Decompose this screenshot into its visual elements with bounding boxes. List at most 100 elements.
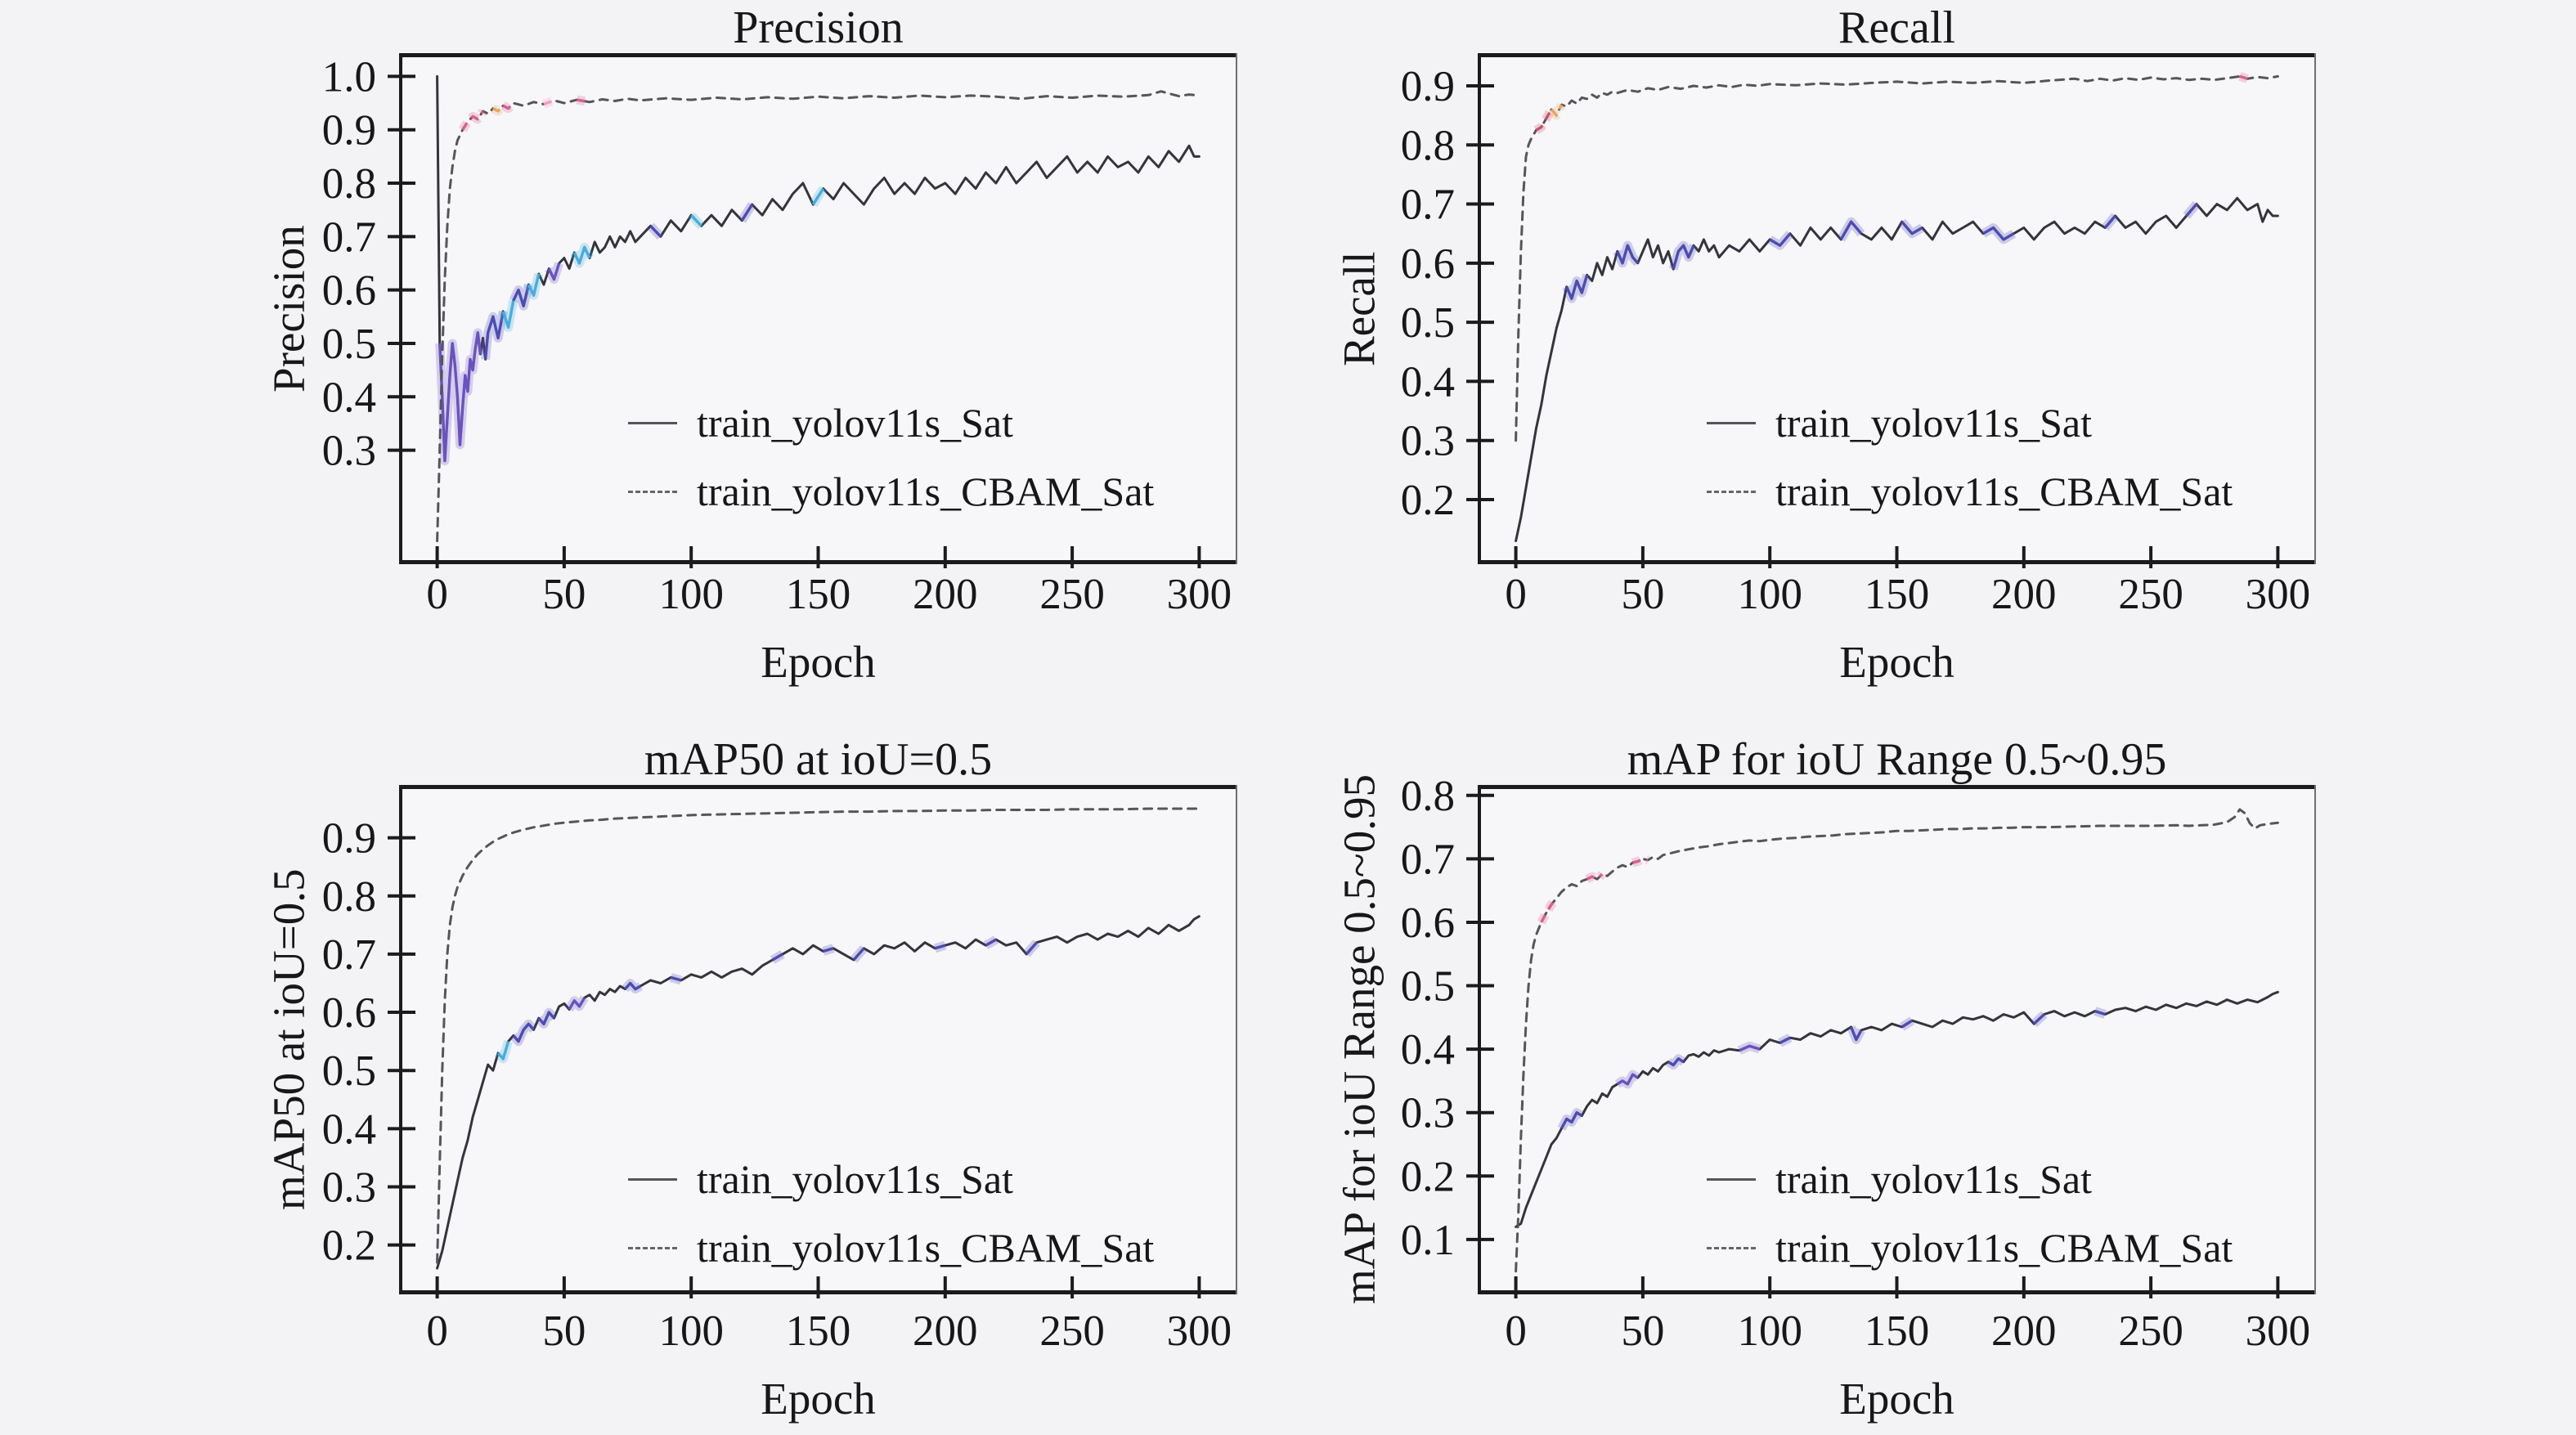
chart-title: mAP50 at ioU=0.5 [644, 734, 993, 785]
chart-map50: 0.9 0.8 0.7 0.6 0.5 0.4 0.3 0.2 0 50 100 150 200 250 3… [0, 717, 1288, 1435]
highlight-segment [2239, 74, 2248, 80]
highlight-segment [461, 110, 484, 131]
y-tick-label: 0.7 [322, 213, 376, 261]
recall-plot-area: 0.9 0.8 0.7 0.6 0.5 0.4 0.3 0.2 0 50 100 150 200 250 3… [1401, 53, 2316, 618]
x-tick-label: 50 [1621, 571, 1664, 618]
dashed-line-swatch [1707, 490, 1756, 493]
chart-recall: 0.9 0.8 0.7 0.6 0.5 0.4 0.3 0.2 0 50 100 150 200 250 3… [1288, 0, 2576, 717]
bottom-spine [1478, 560, 2316, 564]
chart-title: Recall [1838, 2, 1956, 53]
highlight-segment [543, 99, 555, 105]
highlight-segment [1586, 872, 1604, 881]
highlight-segment [2103, 214, 2116, 229]
x-tick-label: 300 [1167, 571, 1232, 618]
x-tick-label: 50 [542, 1307, 586, 1355]
highlight-segment [438, 331, 482, 463]
highlight-segment [568, 997, 586, 1011]
highlight-segment [512, 1022, 535, 1043]
y-tick-label: 0.6 [322, 989, 376, 1037]
highlight-segment [934, 944, 946, 950]
y-tick-label: 0.8 [1401, 773, 1455, 820]
highlight-segment [1616, 244, 1639, 265]
y-tick-label: 0.4 [322, 374, 376, 421]
dashed-line-swatch [1707, 1246, 1756, 1249]
precision-plot-area: 1.0 0.9 0.8 0.7 0.6 0.5 0.4 0.3 0 50 100 150 200 250 3… [322, 53, 1237, 618]
legend-item: train_yolov11s_CBAM_Sat [628, 468, 1154, 515]
x-tick-label: 300 [2246, 1307, 2311, 1355]
legend-label: train_yolov11s_CBAM_Sat [1775, 469, 2233, 514]
y-axis-label: mAP50 at ioU=0.5 [263, 868, 314, 1211]
dashed-line-swatch [628, 1246, 677, 1249]
legend-item: train_yolov11s_Sat [1707, 399, 2233, 446]
legend-label: train_yolov11s_CBAM_Sat [1775, 1225, 2233, 1271]
highlight-segment [1779, 1036, 1791, 1044]
x-tick-label: 100 [1737, 571, 1802, 618]
y-tick-label: 0.9 [322, 815, 376, 863]
x-tick-label: 0 [1505, 1307, 1527, 1355]
legend: train_yolov11s_Sat train_yolov11s_CBAM_S… [628, 1155, 1154, 1271]
solid-line-swatch [1707, 421, 1756, 424]
y-tick-label: 0.3 [322, 428, 376, 475]
chart-title: mAP for ioU Range 0.5~0.95 [1627, 734, 2167, 785]
series-line-solid [436, 74, 1200, 463]
series-line-solid [1515, 196, 2279, 543]
highlight-segment [577, 98, 590, 104]
y-tick-label: 0.8 [1401, 122, 1455, 169]
highlight-segment [496, 1041, 510, 1061]
legend-item: train_yolov11s_Sat [628, 399, 1154, 446]
highlight-segment [492, 105, 505, 113]
plot-background [399, 785, 1237, 1294]
highlight-segment [1632, 857, 1649, 864]
y-tick-label: 0.2 [1401, 1153, 1455, 1200]
x-axis-label: Epoch [1839, 637, 1954, 687]
y-tick-label: 0.6 [1401, 899, 1455, 947]
y-tick-label: 0.5 [1401, 299, 1455, 347]
y-tick-label: 0.5 [322, 321, 376, 368]
highlight-segment [572, 245, 591, 265]
highlight-segment [823, 947, 834, 953]
bottom-spine [399, 560, 1237, 564]
highlight-segment [1901, 221, 1923, 235]
chart-precision: 1.0 0.9 0.8 0.7 0.6 0.5 0.4 0.3 0 50 100 150 200 250 3… [0, 0, 1288, 717]
plot-background [1478, 53, 2316, 564]
legend-item: train_yolov11s_Sat [628, 1155, 1154, 1203]
left-spine [1478, 53, 1481, 564]
x-tick-label: 200 [1991, 1307, 2057, 1355]
y-tick-label: 0.4 [1401, 1026, 1455, 1074]
highlight-segment [1672, 244, 1695, 270]
x-tick-label: 200 [913, 571, 978, 618]
y-tick-label: 0.1 [1401, 1217, 1455, 1264]
left-spine [1478, 785, 1481, 1294]
highlight-segment [483, 311, 505, 360]
bottom-spine [399, 1290, 1237, 1294]
legend-label: train_yolov11s_Sat [697, 1156, 1014, 1202]
highlight-segment [547, 262, 561, 281]
legend-item: train_yolov11s_Sat [1707, 1155, 2233, 1203]
highlight-segment [1540, 897, 1558, 923]
x-tick-label: 0 [426, 571, 448, 618]
highlight-segment [2033, 1013, 2045, 1025]
right-spine [1236, 53, 1237, 564]
y-tick-label: 0.4 [1401, 358, 1455, 406]
highlight-segment [985, 938, 997, 947]
x-tick-label: 150 [1865, 571, 1930, 618]
series-line-dashed [436, 807, 1200, 1264]
highlight-segment [1769, 232, 1792, 247]
highlight-segment [1839, 220, 1863, 240]
y-tick-label: 0.2 [1401, 477, 1455, 524]
highlight-segment [2094, 1009, 2106, 1016]
x-tick-label: 250 [1039, 1307, 1105, 1355]
y-tick-label: 0.6 [322, 267, 376, 315]
right-spine [2314, 53, 2316, 564]
highlight-segment [1025, 941, 1038, 956]
plot-background [1478, 785, 2316, 1294]
y-tick-label: 0.4 [322, 1105, 376, 1153]
y-tick-label: 0.3 [1401, 1090, 1455, 1137]
x-tick-label: 100 [1737, 1307, 1802, 1355]
solid-line-swatch [1707, 1177, 1756, 1181]
x-tick-label: 200 [913, 1307, 978, 1355]
y-tick-label: 0.9 [1401, 63, 1455, 110]
y-tick-label: 0.8 [322, 873, 376, 921]
bottom-spine [1478, 1290, 2316, 1294]
legend-item: train_yolov11s_CBAM_Sat [1707, 468, 2233, 515]
